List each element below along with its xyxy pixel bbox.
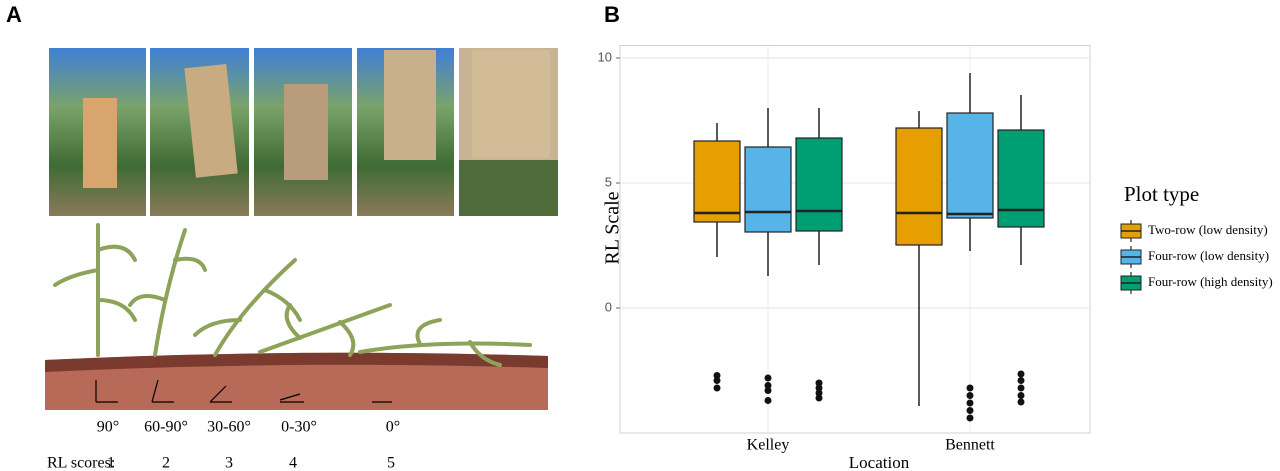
box <box>693 140 741 223</box>
angle-label: 30-60° <box>207 419 251 436</box>
y-axis-label: RL Scale <box>602 191 624 264</box>
box <box>895 127 943 246</box>
legend-title: Plot type <box>1124 182 1199 206</box>
outlier <box>815 379 823 387</box>
box <box>795 137 843 232</box>
outlier <box>815 389 823 397</box>
outlier <box>713 384 721 392</box>
outlier <box>764 382 772 389</box>
outlier <box>764 397 772 404</box>
x-tick-label: Kelley <box>747 437 790 454</box>
scores-label: RL scores: <box>47 455 115 471</box>
panel-label: B <box>604 2 620 27</box>
box <box>744 146 792 233</box>
box <box>997 129 1045 228</box>
outlier <box>966 392 974 399</box>
score-label: 3 <box>225 455 233 471</box>
plot-panel <box>619 45 1091 434</box>
outlier <box>713 377 721 384</box>
score-label: 2 <box>162 455 170 471</box>
angle-label: 90° <box>97 419 119 436</box>
outlier <box>966 399 974 407</box>
angle-label: 0-30° <box>281 419 317 436</box>
score-label: 5 <box>387 455 395 471</box>
outlier <box>966 407 974 414</box>
panel-label: A <box>6 2 22 27</box>
y-tick-label: 10 <box>598 49 612 64</box>
outlier <box>1017 392 1025 399</box>
angle-label: 60-90° <box>144 419 188 436</box>
score-label: 4 <box>289 455 297 471</box>
outlier <box>1017 370 1025 378</box>
x-axis-label: Location <box>849 453 910 471</box>
outlier <box>815 384 823 392</box>
x-tick-label: Bennett <box>945 437 995 454</box>
photo-strip <box>49 48 558 216</box>
box <box>946 112 994 219</box>
outlier <box>1017 384 1025 392</box>
legend-label: Two-row (low density) <box>1148 222 1268 237</box>
outlier <box>1017 377 1025 384</box>
outlier <box>713 372 721 379</box>
legend-label: Four-row (low density) <box>1148 248 1269 263</box>
illustration <box>45 223 548 410</box>
score-label: 1 <box>107 455 115 471</box>
legend-label: Four-row (high density) <box>1148 274 1273 289</box>
outlier <box>1017 398 1025 406</box>
y-tick-label: 0 <box>605 299 612 314</box>
y-tick-label: 5 <box>605 174 612 189</box>
outlier <box>764 387 772 394</box>
angle-label: 0° <box>386 419 400 436</box>
outlier <box>764 374 772 382</box>
outlier <box>815 394 823 402</box>
outlier <box>966 384 974 392</box>
outlier <box>966 414 974 422</box>
